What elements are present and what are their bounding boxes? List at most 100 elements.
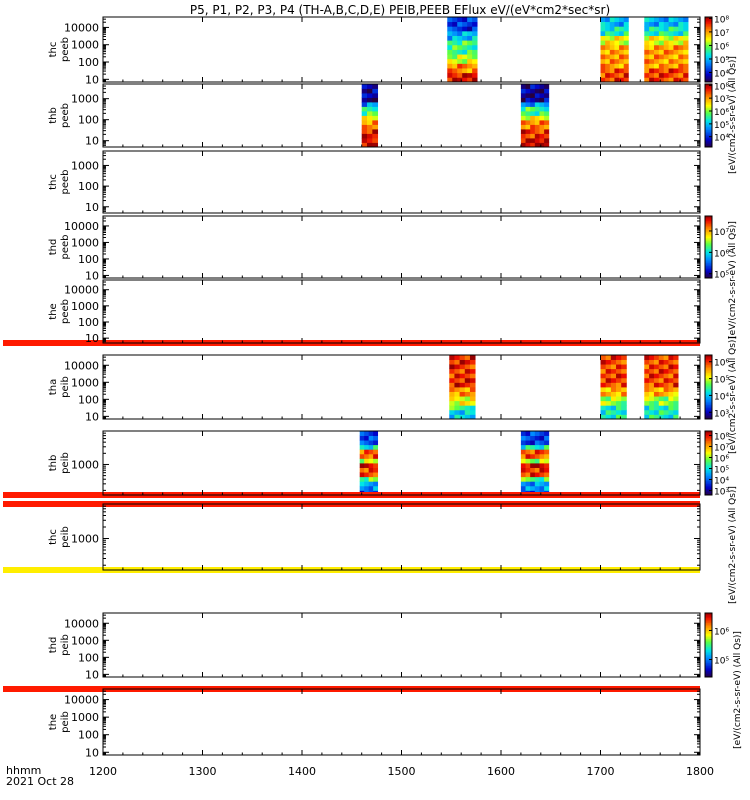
spectrogram-cell: [614, 26, 620, 32]
spectrogram-cell: [663, 49, 669, 55]
spectrogram-cell: [619, 72, 625, 78]
spectrogram-cell: [364, 481, 370, 487]
spectrogram-cell: [653, 409, 660, 415]
spectrogram-cell: [539, 467, 545, 473]
spectrogram-cell: [621, 414, 627, 420]
spectrogram-cell: [530, 106, 536, 112]
spectrogram-cell: [361, 93, 368, 98]
spectrogram-cell: [472, 30, 478, 36]
colorbar-cell: [705, 49, 712, 52]
spectrogram-cell: [619, 58, 625, 64]
colorbar-cell: [705, 493, 712, 496]
colorbar-label: [eV/(cm2-s-sr-eV) (All Qs)]: [728, 56, 738, 174]
panel-thc-peeb: 10 100 1000 thc peeb: [48, 150, 701, 214]
spectrogram-cell: [359, 472, 365, 478]
spectrogram-cell: [534, 88, 540, 94]
spectrogram-cell: [373, 481, 379, 487]
spectrogram-cell: [609, 77, 615, 83]
spectrogram-cell: [605, 400, 612, 406]
spectrogram-cell: [457, 63, 463, 69]
spectrogram-cell: [649, 414, 655, 420]
colorbar-cell: [705, 251, 712, 254]
spectrogram-cell: [520, 440, 526, 446]
spectrogram-cell: [644, 409, 650, 415]
spectrogram-cell: [454, 377, 460, 383]
spectrogram-cell: [654, 44, 660, 50]
spectrogram-cell: [373, 453, 379, 459]
spectrogram-cell: [372, 129, 379, 134]
spectrogram-cell: [530, 467, 536, 473]
colorbar-cell: [705, 117, 712, 120]
spectrogram-cell: [364, 431, 370, 436]
spectrogram-cell: [462, 77, 468, 83]
spectrogram-cell: [658, 63, 665, 69]
spectrogram-cell: [544, 120, 550, 125]
y-tick-label: 1000: [71, 711, 99, 724]
colorbar-cell: [705, 137, 712, 140]
spectrogram-cell: [663, 21, 669, 27]
spectrogram-cell: [605, 409, 612, 415]
spectrogram-cell: [367, 93, 373, 98]
colorbar-label: [eV/(cm2-s-sr-eV) (All Qs)]: [728, 336, 738, 454]
spectrogram-cell: [678, 54, 684, 60]
spectrogram-cell: [654, 30, 660, 36]
spectrogram-cell: [454, 396, 460, 402]
spectrogram-cell: [452, 54, 458, 60]
spectrogram-cell: [534, 449, 540, 455]
spectrogram-cell: [525, 102, 531, 107]
spectrogram-block: [520, 431, 550, 496]
spectrogram-cell: [534, 435, 540, 441]
spectrogram-cell: [520, 431, 526, 436]
colorbar-cell: [705, 38, 712, 41]
spectrogram-cell: [525, 444, 531, 450]
spectrogram-cell: [658, 396, 665, 402]
colorbar-cell: [705, 243, 712, 246]
spectrogram-cell: [663, 377, 669, 383]
colorbar-cell: [705, 264, 712, 266]
spectrogram-cell: [658, 387, 665, 392]
spectrogram-cell: [663, 54, 669, 60]
spectrogram-cell: [359, 481, 365, 487]
spectrogram-cell: [609, 58, 615, 64]
spectrogram-cell: [367, 84, 373, 89]
spectrogram-cell: [619, 26, 625, 32]
spectrogram-cell: [605, 368, 612, 374]
colorbar-cell: [705, 382, 712, 385]
colorbar-cell: [705, 483, 712, 486]
spectrogram-cell: [359, 453, 365, 459]
spectrogram-cell: [668, 21, 674, 27]
colorbar-cell: [705, 101, 712, 104]
spectrogram-cell: [539, 449, 545, 455]
panel-label-product: peeb: [60, 103, 71, 128]
spectrogram-cell: [534, 142, 540, 148]
spectrogram-cell: [459, 355, 466, 360]
spectrogram-cell: [373, 476, 379, 482]
spectrogram-cell: [367, 120, 373, 125]
panel-thc-peeb: 10 100 1000 10000 thc peeb 10⁴ 10⁵ 10⁶ 10⁷ 10⁸: [48, 15, 729, 86]
spectrogram-cell: [644, 35, 650, 41]
spectrogram-cell: [653, 387, 660, 392]
spectrogram-cell: [600, 21, 606, 27]
spectrogram-cell: [530, 449, 536, 455]
colorbar-cell: [705, 640, 712, 643]
panel-label-product: peib: [60, 711, 71, 733]
spectrogram-cell: [654, 63, 660, 69]
spectrogram-cell: [668, 409, 674, 415]
colorbar-cell: [705, 250, 712, 253]
spectrogram-cell: [525, 467, 531, 473]
colorbar-tick-label: 10⁶: [714, 627, 729, 637]
colorbar-cell: [705, 377, 712, 380]
spectrogram-cell: [644, 414, 650, 420]
spectrogram-cell: [605, 391, 612, 397]
spectrogram-cell: [464, 355, 471, 360]
spectrogram-cell: [610, 355, 617, 360]
spectrogram-cell: [621, 373, 627, 379]
spectrogram-cell: [361, 115, 368, 121]
colorbar-cell: [705, 75, 712, 78]
spectrogram-cell: [447, 21, 453, 27]
spectrogram-cell: [668, 26, 674, 32]
spectrogram-cell: [614, 44, 620, 50]
spectrogram-cell: [663, 364, 669, 370]
spectrogram-cell: [605, 355, 612, 360]
colorbar-cell: [705, 369, 712, 372]
